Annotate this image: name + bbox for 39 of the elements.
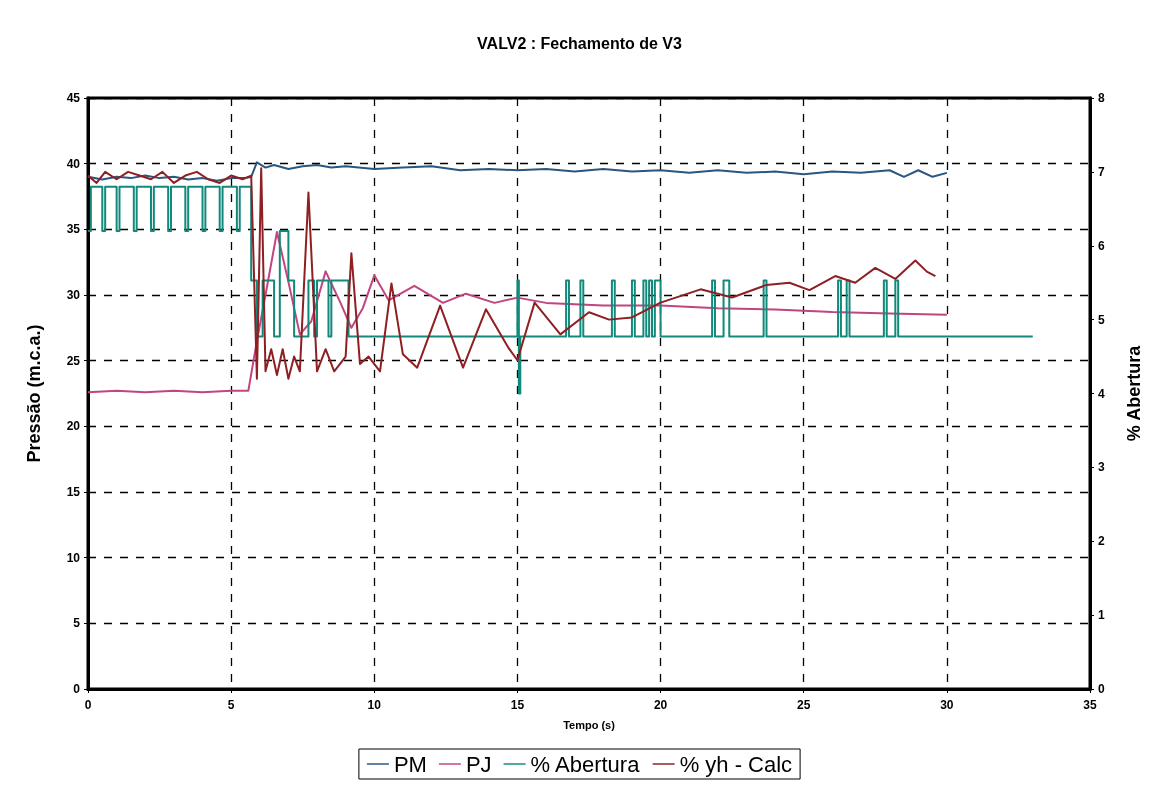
x-tick-label: 30 <box>940 698 954 712</box>
x-tick-label: 20 <box>653 698 668 712</box>
y2-tick-label: 1 <box>1098 608 1105 623</box>
y-tick-label: 15 <box>66 485 81 499</box>
legend-label: % Abertura <box>530 751 641 777</box>
x-axis-title: Tempo (s) <box>563 718 616 731</box>
y2-tick-label: 8 <box>1098 91 1105 105</box>
x-tick-label: 0 <box>84 698 92 712</box>
y-tick-label: 10 <box>66 550 81 565</box>
y2-tick-label: 5 <box>1098 312 1105 327</box>
line-series <box>87 161 948 182</box>
y2-tick-label: 0 <box>1098 682 1105 696</box>
y-tick-label: 0 <box>73 682 81 696</box>
y-tick-label: 20 <box>66 419 81 434</box>
line-series <box>87 230 948 394</box>
x-tick-label: 15 <box>510 698 525 712</box>
y-axis-title: Pressão (m.c.a.) <box>24 324 44 463</box>
y2-axis-title: % Abertura <box>1124 344 1144 442</box>
y-tick-label: 40 <box>66 156 81 171</box>
line-series <box>87 167 937 380</box>
y2-tick-label: 7 <box>1098 164 1105 179</box>
legend-label: PM <box>393 751 427 777</box>
y-tick-label: 45 <box>66 91 81 105</box>
y2-tick-label: 2 <box>1098 534 1105 549</box>
y-tick-label: 30 <box>66 288 81 302</box>
y2-tick-label: 4 <box>1098 386 1105 401</box>
legend-label: % yh - Calc <box>679 751 793 777</box>
x-tick-label: 25 <box>797 698 811 712</box>
y2-tick-label: 3 <box>1098 460 1105 475</box>
x-tick-label: 10 <box>367 698 382 712</box>
y-tick-label: 5 <box>73 616 81 631</box>
x-tick-label: 35 <box>1083 698 1097 712</box>
y-tick-label: 35 <box>66 222 81 237</box>
chart-title: VALV2 : Fechamento de V3 <box>477 34 682 52</box>
line-series <box>87 185 1034 395</box>
legend-label: PJ <box>465 751 492 777</box>
x-tick-label: 5 <box>227 698 235 712</box>
y2-tick-label: 6 <box>1098 238 1105 253</box>
y-tick-label: 25 <box>66 353 81 368</box>
